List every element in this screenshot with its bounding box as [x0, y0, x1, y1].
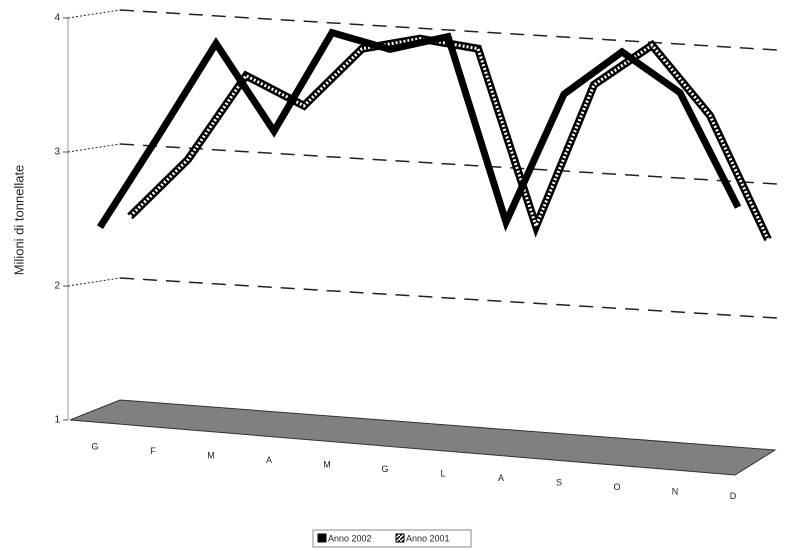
y-tick-label: 3 — [54, 147, 60, 158]
y-tick-label: 1 — [54, 415, 60, 426]
legend-swatch — [395, 533, 405, 543]
x-tick-label: A — [266, 455, 272, 465]
x-tick-label: M — [323, 459, 331, 469]
x-tick-label: A — [498, 473, 504, 483]
legend-label: Anno 2002 — [328, 533, 372, 543]
x-tick-label: G — [381, 464, 388, 474]
x-tick-label: O — [613, 482, 620, 492]
legend-label: Anno 2001 — [406, 533, 450, 543]
legend-box — [312, 529, 472, 548]
legend-swatch — [317, 533, 327, 543]
x-tick-label: D — [730, 491, 737, 501]
grid-connector — [67, 277, 121, 287]
grid-line — [119, 143, 781, 185]
x-tick-label: N — [672, 486, 679, 496]
y-tick-label: 2 — [54, 281, 60, 292]
floor — [69, 399, 777, 476]
series-line — [97, 28, 742, 232]
grid-connector — [67, 143, 121, 153]
x-tick-label: L — [440, 468, 445, 478]
series-hatch — [128, 37, 770, 241]
y-axis-label: Milioni di tonnellate — [11, 165, 26, 276]
y-tick-label: 4 — [54, 13, 60, 24]
grid-line — [119, 277, 781, 319]
x-tick-label: M — [207, 450, 215, 460]
x-tick-label: F — [150, 446, 156, 456]
x-tick-label: S — [556, 477, 562, 487]
grid-connector — [67, 9, 121, 19]
x-tick-label: G — [91, 441, 98, 451]
grid-line — [119, 9, 781, 51]
